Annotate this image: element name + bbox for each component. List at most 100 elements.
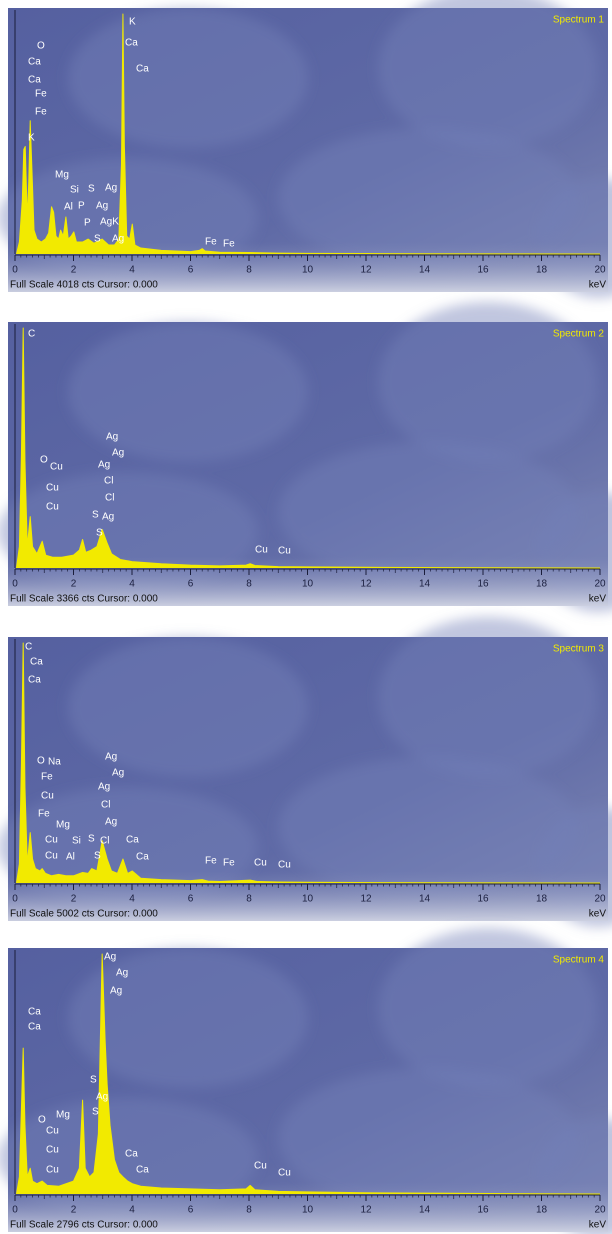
element-label: S: [88, 184, 95, 195]
element-label: Ag: [105, 752, 117, 763]
scale-footer: Full Scale 2796 cts Cursor: 0.000: [10, 1220, 158, 1231]
element-label: Fe: [223, 239, 235, 250]
x-tick-label: 8: [246, 894, 252, 905]
spectrum-title: Spectrum 2: [553, 329, 605, 340]
texture-blob: [278, 128, 578, 268]
element-label: O: [40, 455, 48, 466]
element-label: Cu: [45, 835, 58, 846]
x-tick-label: 0: [12, 1205, 18, 1216]
scale-footer: Full Scale 4018 cts Cursor: 0.000: [10, 280, 158, 291]
element-label: S: [96, 528, 103, 539]
x-tick-label: 16: [477, 894, 489, 905]
element-label: Cu: [50, 462, 63, 473]
element-label: Ca: [30, 657, 43, 668]
x-tick-label: 0: [12, 579, 18, 590]
element-label: Mg: [56, 820, 70, 831]
element-label: Cu: [45, 851, 58, 862]
x-tick-label: 18: [536, 265, 548, 276]
x-tick-label: 10: [302, 579, 314, 590]
element-label: Cl: [100, 836, 109, 847]
element-label: Ca: [28, 1022, 41, 1033]
element-label: P: [78, 201, 85, 212]
element-label: S: [88, 834, 95, 845]
x-tick-label: 6: [188, 265, 194, 276]
element-label: Ag: [98, 460, 110, 471]
element-label: Fe: [223, 858, 235, 869]
texture-blob: [278, 1068, 578, 1208]
texture-blob: [68, 637, 308, 777]
element-label: Fe: [35, 107, 47, 118]
element-label: Cu: [255, 545, 268, 556]
x-tick-label: 14: [419, 579, 431, 590]
x-tick-label: 18: [536, 1205, 548, 1216]
element-label: S: [92, 510, 99, 521]
element-label: Cl: [105, 493, 114, 504]
element-label: Ca: [28, 57, 41, 68]
element-label: S: [90, 1075, 97, 1086]
element-label: Ag: [104, 952, 116, 963]
x-tick-label: 16: [477, 1205, 489, 1216]
x-tick-label: 12: [360, 265, 372, 276]
x-tick-label: 2: [71, 1205, 77, 1216]
element-label: Si: [72, 836, 81, 847]
element-label: K: [28, 133, 35, 144]
element-label: Cl: [101, 800, 110, 811]
element-label: Ca: [126, 835, 139, 846]
element-label: AgK: [100, 217, 119, 228]
element-label: Ag: [110, 986, 122, 997]
x-tick-label: 16: [477, 265, 489, 276]
element-label: Cu: [46, 1145, 59, 1156]
x-tick-label: 4: [129, 579, 135, 590]
element-label: C: [25, 642, 32, 653]
x-tick-label: 20: [594, 894, 606, 905]
element-label: Cu: [46, 502, 59, 513]
element-label: Cu: [278, 546, 291, 557]
x-tick-label: 18: [536, 579, 548, 590]
spectrum-area: [15, 953, 601, 1195]
texture-blob: [378, 617, 598, 777]
x-tick-label: 14: [419, 1205, 431, 1216]
spectrum-area: [15, 13, 601, 255]
element-label: Ag: [112, 768, 124, 779]
element-label: Ca: [125, 38, 138, 49]
element-label: Ag: [98, 782, 110, 793]
element-label: Ag: [105, 817, 117, 828]
x-tick-label: 2: [71, 265, 77, 276]
element-label: O: [38, 1115, 46, 1126]
x-tick-label: 4: [129, 265, 135, 276]
texture-blob: [68, 322, 308, 462]
element-label: Cu: [254, 1161, 267, 1172]
x-tick-label: 4: [129, 894, 135, 905]
texture-blob: [68, 8, 308, 148]
texture-blob: [378, 0, 598, 148]
element-label: Ca: [28, 75, 41, 86]
element-label: Mg: [55, 170, 69, 181]
texture-blob: [378, 302, 598, 462]
spectrum-title: Spectrum 3: [553, 644, 605, 655]
element-label: Ca: [28, 675, 41, 686]
x-axis-label: keV: [589, 909, 607, 920]
element-label: Cu: [46, 1165, 59, 1176]
element-label: Ca: [125, 1149, 138, 1160]
element-label: Al: [66, 852, 75, 863]
element-label: S: [92, 1107, 99, 1118]
x-tick-label: 10: [302, 1205, 314, 1216]
element-label: Cu: [41, 791, 54, 802]
x-tick-label: 16: [477, 579, 489, 590]
x-tick-label: 8: [246, 579, 252, 590]
element-label: O: [37, 41, 45, 52]
x-tick-label: 14: [419, 894, 431, 905]
scale-footer: Full Scale 5002 cts Cursor: 0.000: [10, 909, 158, 920]
element-label: Cu: [254, 858, 267, 869]
element-label: Ag: [102, 512, 114, 523]
element-label: O: [37, 756, 45, 767]
element-label: Ag: [116, 968, 128, 979]
spectrum-area: [15, 327, 601, 569]
x-axis-label: keV: [589, 1220, 607, 1231]
x-tick-label: 8: [246, 1205, 252, 1216]
element-label: Cu: [46, 483, 59, 494]
element-label: Ag: [96, 1092, 108, 1103]
